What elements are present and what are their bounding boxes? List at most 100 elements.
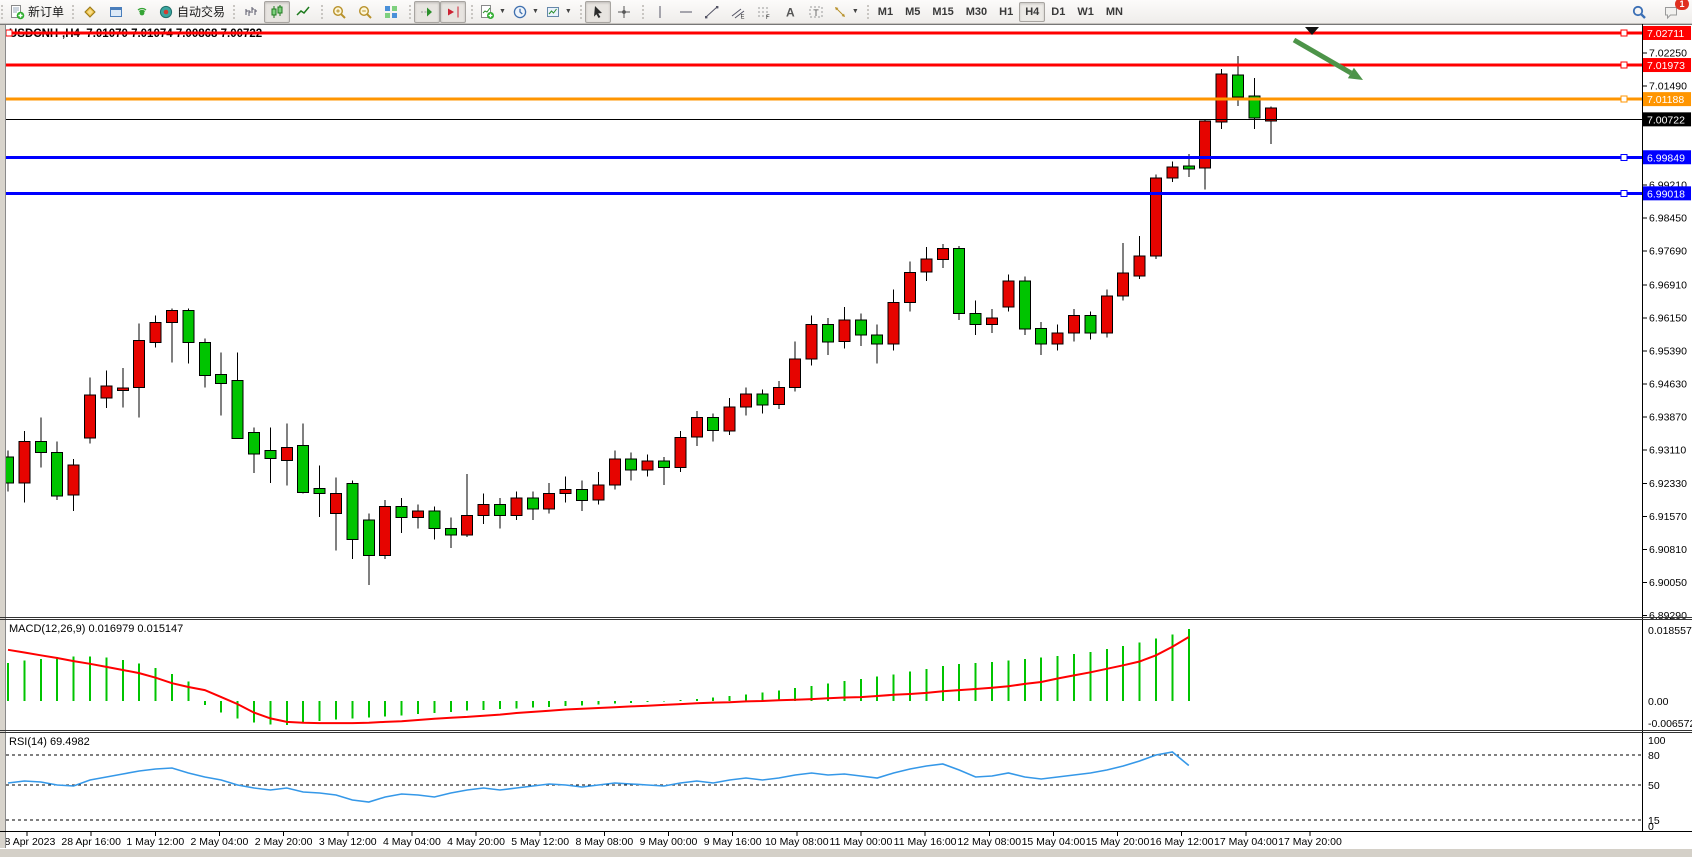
timeframe-button-m1[interactable]: M1 <box>877 5 894 18</box>
candle <box>920 247 933 281</box>
auto-scroll-button[interactable] <box>414 0 441 23</box>
vertical-line-button[interactable] <box>647 1 673 23</box>
timeframe-button-h1[interactable]: H1 <box>999 5 1014 18</box>
resistance-line-1-handle[interactable] <box>1620 29 1628 37</box>
chart-shift-button[interactable] <box>440 0 467 23</box>
new-order-button[interactable]: 新订单 <box>6 1 67 23</box>
support-line-2-price-label: 6.99018 <box>1643 186 1691 201</box>
search-button[interactable] <box>1626 1 1652 23</box>
candle <box>1166 161 1179 182</box>
svg-text:6.96150: 6.96150 <box>1649 312 1687 324</box>
svg-text:6.91570: 6.91570 <box>1649 511 1687 523</box>
svg-text:A: A <box>786 5 795 19</box>
templates-button[interactable]: ▼ <box>542 1 575 23</box>
timeframe-button-m15[interactable]: M15 <box>932 5 954 18</box>
candle <box>986 309 998 334</box>
fibo-icon: F <box>756 4 772 20</box>
candle <box>543 482 556 514</box>
arrows-button[interactable]: ▼ <box>829 1 862 23</box>
autotrade-button[interactable]: 自动交易 <box>155 1 228 23</box>
rsi-line <box>7 751 1190 803</box>
timeframe-button-m5[interactable]: M5 <box>905 5 921 18</box>
horizontal-line-button[interactable] <box>673 1 699 23</box>
zoom-in-button[interactable] <box>326 1 352 23</box>
text-button[interactable]: A <box>777 1 803 23</box>
fibonacci-button[interactable]: F <box>751 1 777 23</box>
resistance-line-2-handle[interactable] <box>1620 61 1628 69</box>
candle <box>871 324 884 364</box>
svg-text:6.93870: 6.93870 <box>1649 411 1687 423</box>
resistance-line-1-left-handle[interactable] <box>5 29 13 37</box>
candle <box>428 506 441 540</box>
chevron-down-icon[interactable]: ▼ <box>531 8 539 15</box>
trendline-button[interactable] <box>699 1 725 23</box>
periods-button[interactable]: ▼ <box>509 1 542 23</box>
autotrade-button-label: 自动交易 <box>177 5 226 19</box>
timeframe-button-d1[interactable]: D1 <box>1051 5 1066 18</box>
svg-text:11 May 16:00: 11 May 16:00 <box>894 836 957 848</box>
candle <box>625 452 638 481</box>
candle <box>854 313 867 347</box>
candle <box>969 300 982 336</box>
candle <box>789 341 802 392</box>
tiles-icon <box>383 4 399 20</box>
svg-text:7.00722: 7.00722 <box>1647 114 1685 126</box>
chevron-down-icon[interactable]: ▼ <box>851 8 859 15</box>
candle <box>740 387 752 416</box>
signal-icon <box>134 4 150 20</box>
label-button[interactable]: T <box>803 1 829 23</box>
svg-text:15 May 20:00: 15 May 20:00 <box>1086 836 1150 848</box>
data-window-button[interactable] <box>103 1 129 23</box>
candle <box>1117 243 1130 301</box>
svg-text:5 May 12:00: 5 May 12:00 <box>511 836 569 848</box>
down-triangle-marker[interactable] <box>1305 27 1319 35</box>
chat-button[interactable]: 1 <box>1658 0 1689 23</box>
candle <box>723 398 736 436</box>
zoom-out-button[interactable] <box>352 1 378 23</box>
candle <box>182 308 195 364</box>
indicators-icon <box>479 4 495 20</box>
candle <box>1248 78 1261 129</box>
support-line-2-handle[interactable] <box>1620 189 1628 197</box>
candle <box>1018 276 1031 336</box>
candle <box>904 261 916 312</box>
candle <box>559 476 572 503</box>
candle <box>658 456 670 485</box>
price-axis: 7.022507.014906.992106.984506.976906.969… <box>1642 48 1687 622</box>
chevron-down-icon[interactable]: ▼ <box>564 8 572 15</box>
svg-text:6.94630: 6.94630 <box>1649 378 1687 390</box>
candle <box>805 315 818 366</box>
candle <box>1051 324 1064 351</box>
line-chart-button[interactable] <box>290 1 316 23</box>
candle <box>51 441 64 501</box>
cursor-button[interactable] <box>584 0 611 23</box>
svg-text:6.99849: 6.99849 <box>1647 152 1685 164</box>
candle <box>936 244 949 268</box>
candlesticks <box>2 56 1277 585</box>
candle <box>1100 289 1113 338</box>
svg-text:6.92330: 6.92330 <box>1649 478 1687 490</box>
pivot-line-handle[interactable] <box>1620 95 1628 103</box>
timeframe-button-h4[interactable]: H4 <box>1019 1 1046 22</box>
candle <box>953 246 966 320</box>
crosshair-button[interactable] <box>611 1 637 23</box>
channel-button[interactable]: E <box>725 1 751 23</box>
timeframe-button-m30[interactable]: M30 <box>965 5 988 18</box>
candlestick-chart-button[interactable] <box>264 0 291 23</box>
market-watch-button[interactable] <box>77 1 103 23</box>
candle <box>248 427 260 473</box>
candle <box>576 480 588 512</box>
bar-chart-button[interactable] <box>238 1 264 23</box>
indicators-button[interactable]: ▼ <box>476 1 509 23</box>
svg-text:F: F <box>766 15 770 20</box>
timeframe-button-mn[interactable]: MN <box>1105 5 1123 18</box>
toolbar-group-timeframes: M1 M5 M15 M30 H1 H4 D1 W1 MN <box>866 1 1133 23</box>
support-line-1-handle[interactable] <box>1620 153 1628 161</box>
tile-windows-button[interactable] <box>378 1 404 23</box>
timeframe-button-w1[interactable]: W1 <box>1077 5 1094 18</box>
signals-button[interactable] <box>129 1 155 23</box>
chevron-down-icon[interactable]: ▼ <box>499 8 506 15</box>
green-arrow-annotation[interactable] <box>1292 37 1363 80</box>
svg-text:6.90050: 6.90050 <box>1649 577 1687 589</box>
